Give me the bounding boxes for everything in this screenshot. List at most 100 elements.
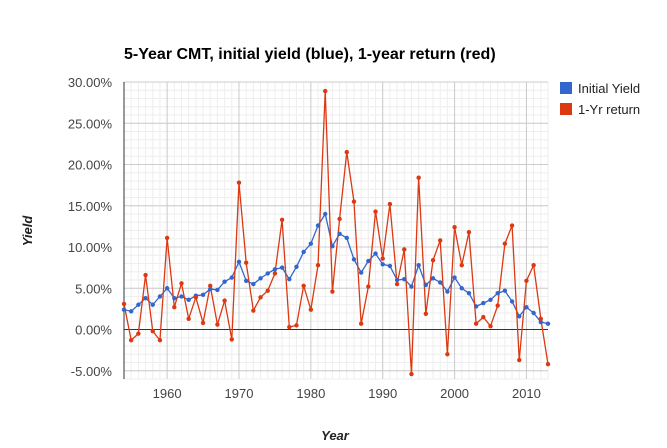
data-point-initial-yield (294, 264, 299, 269)
chart-title: 5-Year CMT, initial yield (blue), 1-year… (124, 46, 496, 63)
data-point-1-yr-return (279, 217, 285, 222)
x-tick-label: 1970 (225, 386, 254, 401)
y-tick-label: 30.00% (68, 75, 113, 90)
data-point-1-yr-return (430, 258, 436, 263)
x-tick-label: 2000 (440, 386, 469, 401)
x-tick-label: 1960 (153, 386, 182, 401)
data-point-1-yr-return (150, 328, 155, 334)
data-point-1-yr-return (466, 229, 472, 235)
data-point-1-yr-return (344, 149, 349, 155)
data-point-initial-yield (251, 281, 256, 287)
series-line-1-yr-return (123, 91, 549, 375)
data-point-initial-yield (416, 262, 421, 268)
data-point-1-yr-return (473, 321, 479, 326)
data-point-1-yr-return (143, 272, 148, 278)
data-point-1-yr-return (502, 241, 508, 246)
data-point-initial-yield (323, 211, 328, 217)
data-point-1-yr-return (380, 256, 385, 261)
data-point-initial-yield (531, 310, 536, 316)
data-point-initial-yield (409, 284, 414, 289)
data-point-1-yr-return (200, 320, 206, 326)
data-point-1-yr-return (315, 262, 321, 268)
data-point-initial-yield (208, 286, 213, 292)
data-point-1-yr-return (172, 305, 177, 310)
data-point-initial-yield (438, 280, 443, 285)
data-point-1-yr-return (351, 199, 357, 204)
data-point-initial-yield (215, 287, 220, 293)
data-point-initial-yield (265, 271, 270, 276)
data-point-1-yr-return (394, 281, 400, 287)
data-point-initial-yield (358, 270, 364, 275)
x-tick-label: 2010 (512, 386, 541, 401)
data-point-1-yr-return (416, 175, 421, 180)
data-point-1-yr-return (186, 316, 191, 321)
data-point-1-yr-return (509, 223, 515, 228)
data-point-initial-yield (279, 265, 285, 270)
y-tick-label: 10.00% (68, 240, 113, 255)
data-point-initial-yield (164, 286, 170, 291)
data-point-1-yr-return (358, 321, 364, 326)
data-point-initial-yield (488, 297, 493, 302)
data-point-1-yr-return (545, 361, 551, 367)
legend-label: 1-Yr return (578, 102, 640, 117)
data-point-initial-yield (524, 305, 529, 310)
data-point-1-yr-return (258, 295, 263, 300)
x-tick-label: 1990 (368, 386, 397, 401)
data-point-initial-yield (517, 314, 522, 319)
y-tick-label: -5.00% (71, 364, 113, 379)
data-point-initial-yield (330, 243, 335, 249)
data-point-initial-yield (179, 294, 184, 299)
data-point-1-yr-return (524, 278, 529, 284)
data-point-1-yr-return (538, 316, 544, 321)
data-point-1-yr-return (531, 262, 536, 268)
y-tick-label: 15.00% (68, 199, 113, 214)
data-point-1-yr-return (179, 281, 184, 286)
data-point-1-yr-return (387, 201, 393, 207)
x-axis-ticks: 1960 1970 1980 1990 2000 2010 (153, 386, 541, 401)
data-point-initial-yield (473, 304, 479, 309)
data-point-initial-yield (236, 259, 242, 265)
data-point-1-yr-return (251, 308, 256, 313)
data-point-initial-yield (172, 295, 177, 301)
data-point-initial-yield (545, 321, 551, 326)
data-point-1-yr-return (366, 284, 371, 289)
data-point-1-yr-return (402, 247, 407, 252)
data-point-1-yr-return (423, 311, 429, 317)
legend-swatch (560, 82, 572, 94)
data-point-1-yr-return (301, 283, 306, 288)
data-point-initial-yield (222, 279, 227, 284)
y-axis-ticks: -5.00% 0.00% 5.00% 10.00% 15.00% 20.00% 25.00%… (68, 75, 113, 379)
y-tick-label: 0.00% (75, 323, 112, 338)
data-point-initial-yield (351, 257, 357, 262)
data-point-1-yr-return (409, 371, 414, 377)
y-tick-label: 25.00% (68, 116, 113, 131)
data-point-initial-yield (287, 276, 292, 282)
major-gridlines (124, 81, 548, 379)
data-point-initial-yield (366, 258, 371, 264)
data-point-1-yr-return (193, 295, 199, 300)
data-point-initial-yield (150, 302, 155, 307)
data-point-initial-yield (423, 282, 429, 288)
data-point-initial-yield (502, 288, 508, 293)
data-point-1-yr-return (287, 324, 292, 330)
data-point-1-yr-return (481, 314, 486, 320)
legend-swatch (560, 103, 572, 115)
data-point-initial-yield (373, 251, 378, 256)
data-point-initial-yield (157, 294, 163, 299)
data-point-1-yr-return (164, 235, 170, 241)
data-point-1-yr-return (517, 357, 522, 363)
data-point-initial-yield (186, 297, 191, 302)
y-axis-title: Yield (20, 215, 35, 247)
data-point-initial-yield (481, 300, 486, 306)
data-point-initial-yield (466, 291, 472, 296)
data-point-initial-yield (344, 235, 349, 241)
data-point-1-yr-return (208, 283, 213, 288)
data-point-initial-yield (459, 286, 464, 291)
data-point-initial-yield (430, 276, 436, 281)
series-points (121, 88, 551, 377)
series-lines (123, 91, 549, 375)
data-point-1-yr-return (459, 262, 464, 268)
data-point-1-yr-return (136, 331, 141, 336)
data-point-initial-yield (495, 291, 500, 296)
data-point-initial-yield (380, 262, 385, 267)
